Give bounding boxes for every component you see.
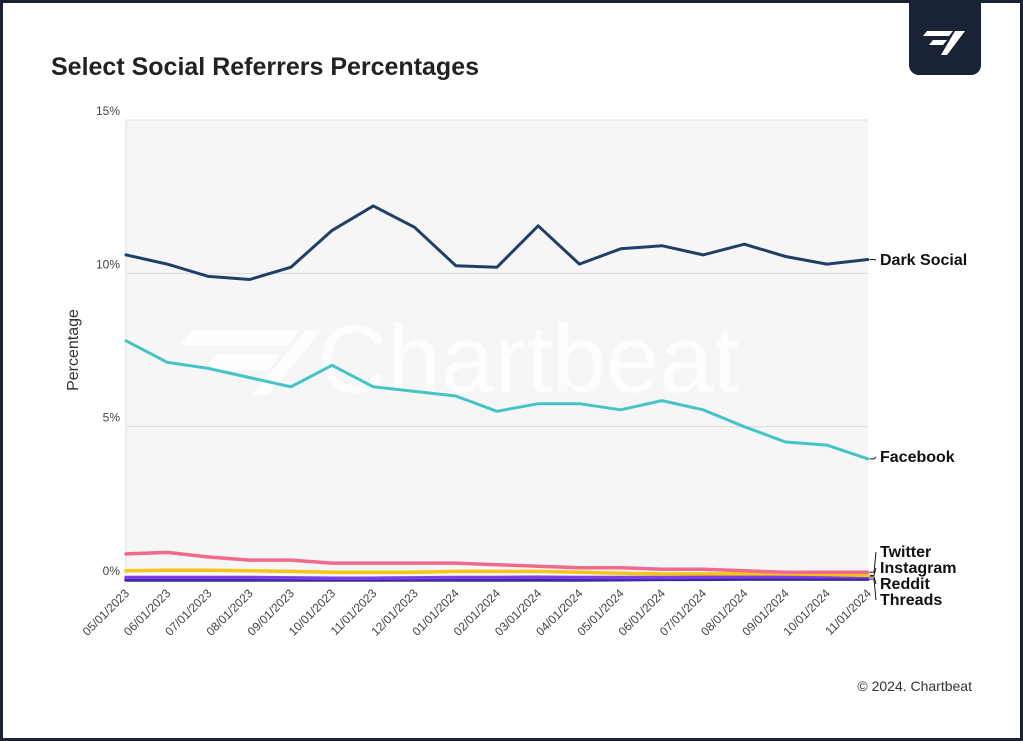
copyright-footer: © 2024. Chartbeat <box>857 678 972 694</box>
label-leader-line <box>870 551 877 573</box>
series-line-instagram <box>124 568 870 578</box>
series-line-facebook <box>124 339 870 461</box>
series-label-reddit: Reddit <box>880 576 930 593</box>
y-tick-label: 10% <box>96 257 120 271</box>
y-tick-label: 0% <box>103 564 121 578</box>
page-title: Select Social Referrers Percentages <box>51 53 480 81</box>
label-leader-line <box>870 456 877 460</box>
label-leader-line <box>870 576 877 585</box>
series-line-threads <box>124 577 870 582</box>
series-label-threads: Threads <box>880 592 942 609</box>
label-leader-line <box>870 567 877 576</box>
watermark-stripe <box>180 330 300 345</box>
label-leader-line <box>870 578 877 601</box>
series-label-facebook: Facebook <box>880 449 955 466</box>
watermark-stripe <box>203 355 280 370</box>
logo-badge <box>909 3 981 75</box>
chartbeat-logo-icon <box>923 31 965 55</box>
y-tick-label: 15% <box>96 104 120 118</box>
chartbeat-watermark: Chartbeat <box>180 306 740 413</box>
series-line-twitter <box>124 550 870 575</box>
y-axis-label: Percentage <box>65 309 82 391</box>
plot-area <box>126 120 868 580</box>
series-label-instagram: Instagram <box>880 560 956 577</box>
watermark-text: Chartbeat <box>318 306 740 413</box>
series-line-reddit <box>124 575 870 580</box>
series-line-dark-social <box>124 204 870 281</box>
series-label-twitter: Twitter <box>880 544 931 561</box>
y-tick-label: 5% <box>103 411 121 425</box>
label-leader-line <box>870 259 877 261</box>
watermark-stripe <box>252 330 322 395</box>
series-label-dark-social: Dark Social <box>880 252 967 269</box>
